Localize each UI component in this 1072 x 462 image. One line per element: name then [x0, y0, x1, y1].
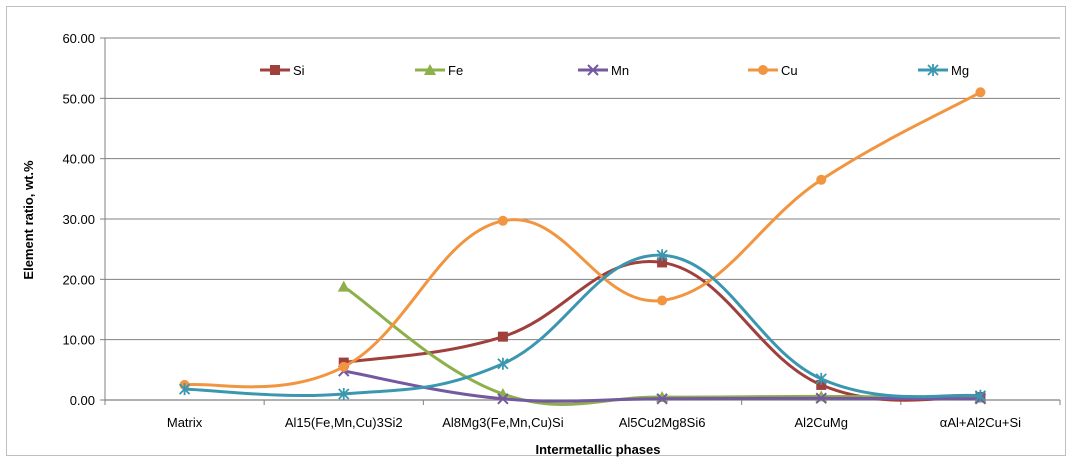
data-point-mn	[815, 392, 827, 404]
data-point-mg	[974, 389, 987, 402]
legend-item-cu: Cu	[748, 63, 798, 78]
x-tick-label: Al15(Fe,Mn,Cu)3Si2	[285, 415, 403, 430]
data-point-cu	[816, 174, 827, 185]
legend-marker	[587, 64, 599, 76]
legend-item-mn: Mn	[578, 63, 629, 78]
series-group	[178, 87, 987, 406]
x-tick-labels: Matrix Al15(Fe,Mn,Cu)3Si2 Al8Mg3(Fe,Mn,Cu)…	[167, 415, 1021, 430]
legend-marker	[927, 64, 939, 76]
data-point-si	[497, 331, 508, 342]
series-line-cu	[184, 90, 982, 389]
legend-label: Si	[293, 63, 305, 78]
chart-frame	[6, 6, 1066, 456]
series-line-si	[343, 259, 981, 402]
y-tick-label: 30.00	[62, 212, 95, 227]
legend: Si Fe Mn Cu Mg	[260, 63, 969, 78]
data-point-cu	[338, 361, 349, 372]
legend-marker	[424, 64, 436, 75]
gridlines	[100, 37, 1061, 405]
data-point-cu	[975, 87, 986, 98]
data-point-mg	[815, 372, 827, 385]
x-axis-title: Intermetallic phases	[536, 442, 661, 457]
series-mg	[178, 249, 987, 402]
legend-marker	[758, 65, 768, 75]
data-point-mg	[497, 357, 509, 370]
legend-label: Cu	[781, 63, 798, 78]
series-line-mg	[184, 253, 981, 399]
y-tick-label: 20.00	[62, 272, 95, 287]
x-tick-label: Al8Mg3(Fe,Mn,Cu)Si	[442, 415, 563, 430]
data-point-fe	[337, 280, 350, 292]
data-point-mn	[497, 393, 509, 405]
data-point-mn	[656, 393, 668, 405]
y-tick-label: 10.00	[62, 333, 95, 348]
y-tick-label: 0.00	[70, 393, 95, 408]
data-point-si	[816, 379, 827, 390]
legend-label: Mg	[951, 63, 969, 78]
x-tick-label: αAl+Al2Cu+Si	[940, 415, 1021, 430]
data-point-si	[657, 257, 668, 268]
legend-item-mg: Mg	[918, 63, 969, 78]
legend-item-si: Si	[260, 63, 305, 78]
data-point-mg	[178, 383, 191, 396]
x-tick-label: Matrix	[167, 415, 203, 430]
y-tick-labels: 0.00 10.00 20.00 30.00 40.00 50.00 60.00	[62, 31, 95, 408]
data-point-cu	[657, 295, 668, 306]
data-point-mg	[338, 387, 350, 400]
x-tick-label: Al5Cu2Mg8Si6	[619, 415, 706, 430]
series-cu	[179, 87, 986, 390]
y-tick-label: 60.00	[62, 31, 95, 46]
legend-label: Mn	[611, 63, 629, 78]
legend-label: Fe	[448, 63, 463, 78]
data-point-cu	[497, 215, 508, 226]
y-tick-label: 50.00	[62, 91, 95, 106]
legend-marker	[270, 65, 280, 75]
legend-item-fe: Fe	[415, 63, 463, 78]
data-point-mg	[656, 249, 668, 262]
x-tick-label: Al2CuMg	[795, 415, 848, 430]
y-tick-label: 40.00	[62, 152, 95, 167]
y-axis-title: Element ratio, wt.%	[21, 160, 36, 280]
